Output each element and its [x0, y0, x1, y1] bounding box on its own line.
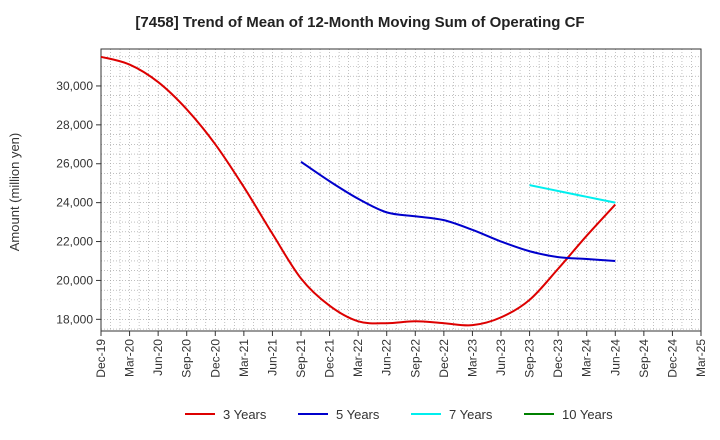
series-line-7-years	[529, 184, 616, 204]
x-tick-label: Dec-22	[437, 339, 451, 378]
x-tick-label: Mar-25	[694, 339, 708, 377]
x-tick-label: Sep-23	[523, 339, 537, 378]
legend: 3 Years 5 Years 7 Years 10 Years	[185, 407, 613, 422]
x-tick-label: Mar-20	[123, 339, 137, 377]
x-tick-label: Jun-21	[265, 339, 279, 376]
x-tick-label: Jun-20	[151, 339, 165, 376]
x-tick-label: Sep-21	[294, 339, 308, 378]
y-tick-label: 30,000	[56, 79, 93, 93]
x-tick-label: Dec-21	[323, 339, 337, 378]
plot-frame	[100, 48, 702, 332]
x-tick-label: Jun-22	[380, 339, 394, 376]
legend-label-5-years: 5 Years	[336, 407, 380, 422]
x-tick-label: Mar-22	[351, 339, 365, 377]
x-tick-label: Mar-23	[465, 339, 479, 377]
y-tick-label: 22,000	[56, 235, 93, 249]
legend-label-7-years: 7 Years	[449, 407, 493, 422]
x-tick-label: Sep-24	[637, 339, 651, 378]
plot-area: 18,000 20,000 22,000 24,000 26,000 28,000 30,0…	[56, 48, 708, 378]
x-tick-label: Sep-22	[408, 339, 422, 378]
x-tick-label: Jun-23	[494, 339, 508, 376]
x-tick-label: Sep-20	[180, 339, 194, 378]
x-tick-label: Dec-20	[208, 339, 222, 378]
y-tick-label: 20,000	[56, 273, 93, 287]
plot-background	[101, 49, 701, 331]
series-line-5-years	[300, 160, 616, 262]
series-line-3-years	[100, 55, 617, 327]
x-tick-label: Mar-24	[580, 339, 594, 377]
x-tick-label: Dec-19	[94, 339, 108, 378]
chart-title: [7458] Trend of Mean of 12-Month Moving …	[135, 14, 584, 31]
x-tick-label: Mar-21	[237, 339, 251, 377]
y-tick-label: 28,000	[56, 118, 93, 132]
x-tick-label: Dec-24	[665, 339, 679, 378]
y-tick-label: 26,000	[56, 157, 93, 171]
x-tick-label: Jun-24	[608, 339, 622, 376]
y-tick-label: 24,000	[56, 196, 93, 210]
y-tick-label: 18,000	[56, 312, 93, 326]
legend-label-10-years: 10 Years	[562, 407, 613, 422]
y-axis-label: Amount (million yen)	[7, 133, 22, 252]
x-tick-label: Dec-23	[551, 339, 565, 378]
legend-label-3-years: 3 Years	[223, 407, 267, 422]
